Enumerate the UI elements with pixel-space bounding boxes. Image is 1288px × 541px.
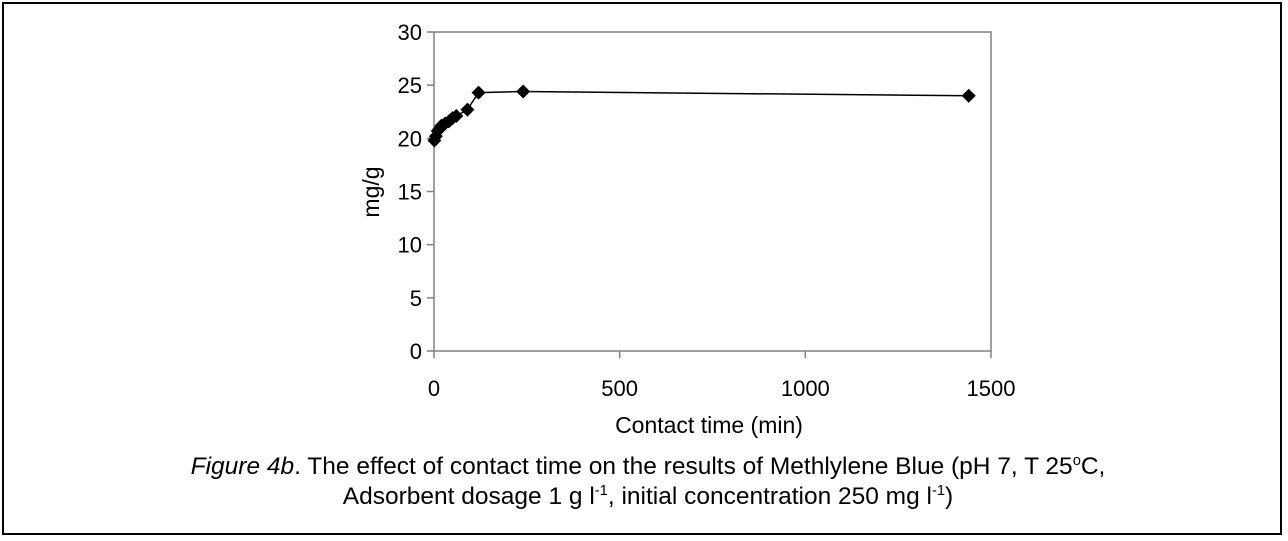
- y-tick-label: 5: [410, 286, 422, 311]
- caption-line-1-end: C,: [1080, 453, 1106, 480]
- y-tick-label: 0: [410, 339, 422, 364]
- x-axis: 0 500 1000 1500: [428, 351, 1016, 401]
- figure-frame: 0 5 10 15 20 25 30 0 500 1000 1500 Contact time (…: [2, 2, 1282, 535]
- caption-line-2: Adsorbent dosage 1 g l-1, initial concen…: [6, 482, 1288, 512]
- caption-sup-1: -1: [594, 482, 608, 499]
- x-tick-label: 1500: [967, 376, 1016, 401]
- data-point-diamond: [961, 88, 976, 103]
- y-tick-label: 25: [398, 73, 422, 98]
- plot-area: [433, 31, 992, 352]
- caption-degree-sup: o: [1072, 452, 1081, 469]
- caption-figure-label: Figure 4b: [190, 453, 295, 480]
- data-point-diamond: [460, 102, 475, 117]
- data-markers: [427, 84, 976, 148]
- x-tick-label: 1000: [781, 376, 830, 401]
- y-tick-label: 15: [398, 180, 422, 205]
- y-axis: 0 5 10 15 20 25 30: [398, 20, 434, 364]
- data-point-diamond: [449, 109, 464, 124]
- y-axis-title: mg/g: [358, 166, 384, 217]
- caption-line-2-b: , initial concentration 250 mg l: [607, 483, 932, 510]
- x-tick-label: 500: [601, 376, 638, 401]
- caption-line-1-text: . The effect of contact time on the resu…: [294, 453, 1073, 480]
- caption-line-1: Figure 4b. The effect of contact time on…: [6, 452, 1288, 482]
- caption-line-2-c: ): [945, 483, 954, 510]
- figure-caption: Figure 4b. The effect of contact time on…: [6, 452, 1288, 512]
- caption-sup-2: -1: [931, 482, 946, 499]
- x-tick-label: 0: [428, 376, 440, 401]
- caption-line-2-a: Adsorbent dosage 1 g l: [342, 483, 595, 510]
- data-point-diamond: [516, 84, 531, 99]
- y-tick-label: 30: [398, 20, 422, 45]
- x-axis-title: Contact time (min): [615, 412, 803, 438]
- y-tick-label: 20: [398, 126, 422, 151]
- chart: 0 5 10 15 20 25 30 0 500 1000 1500 Contact time (…: [358, 20, 1016, 438]
- y-tick-label: 10: [398, 233, 422, 258]
- data-point-diamond: [471, 85, 486, 100]
